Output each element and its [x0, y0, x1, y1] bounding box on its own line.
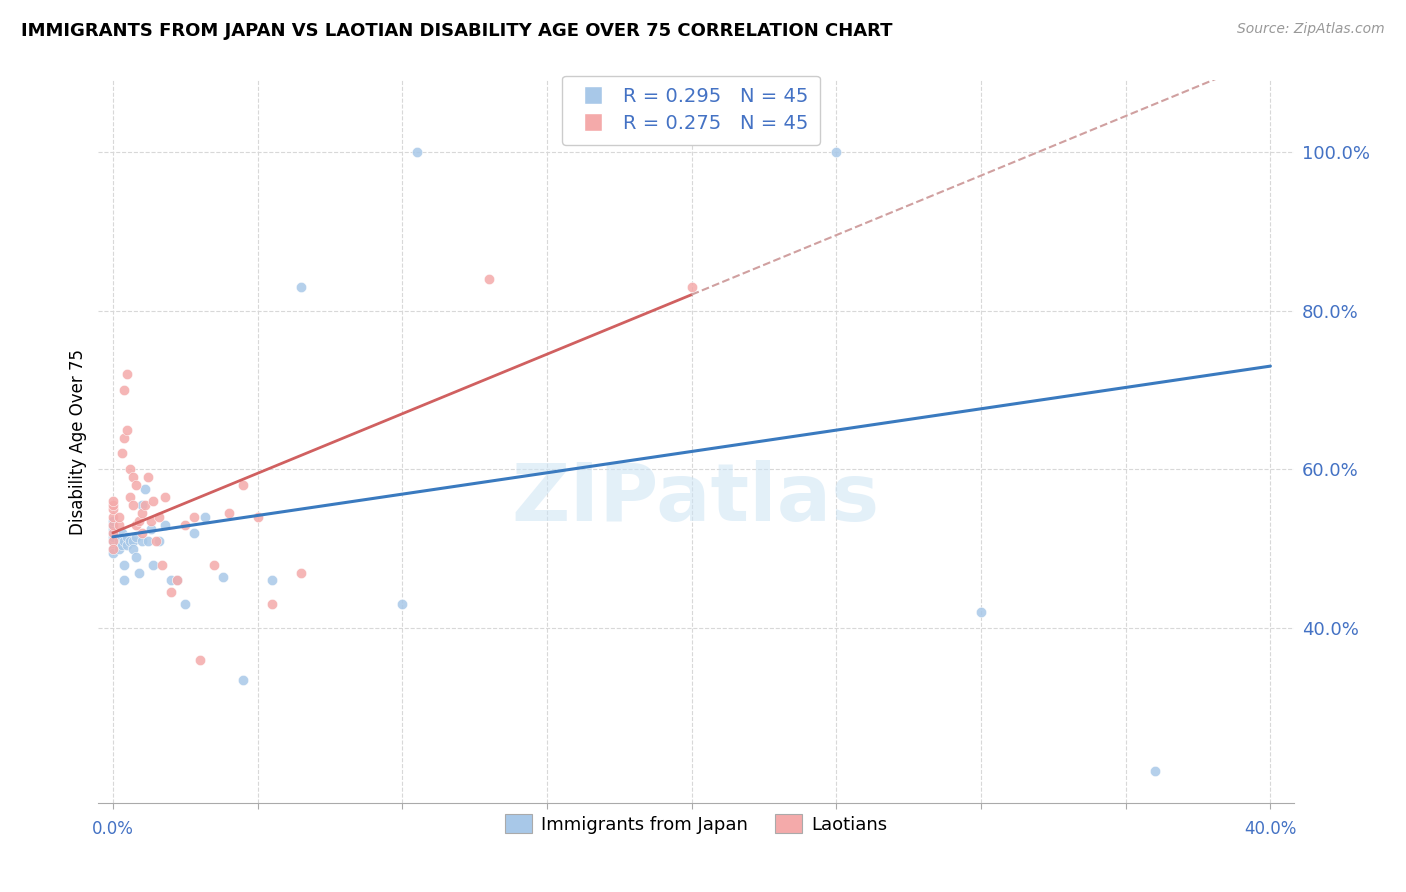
Point [232, 478, 254, 492]
Point [122, 498, 145, 512]
Point [134, 498, 156, 512]
Point [202, 558, 225, 572]
Point [153, 517, 176, 532]
Point [188, 653, 211, 667]
Point [139, 514, 162, 528]
Point [166, 574, 188, 588]
Point [125, 530, 148, 544]
Point [101, 502, 124, 516]
Point [159, 585, 181, 599]
Point [290, 566, 312, 580]
Text: 40.0%: 40.0% [1244, 821, 1296, 838]
Point [101, 546, 124, 560]
Point [131, 525, 153, 540]
Point [101, 498, 124, 512]
Point [122, 541, 145, 556]
Point [260, 574, 283, 588]
Point [391, 597, 413, 611]
Point [101, 525, 124, 540]
Point [101, 533, 124, 548]
Point [128, 514, 150, 528]
Legend: Immigrants from Japan, Laotians: Immigrants from Japan, Laotians [498, 807, 894, 841]
Point [1143, 764, 1166, 778]
Point [145, 533, 167, 548]
Point [117, 423, 139, 437]
Point [260, 597, 283, 611]
Point [174, 597, 197, 611]
Point [174, 517, 197, 532]
Point [125, 549, 148, 564]
Point [117, 367, 139, 381]
Point [101, 517, 124, 532]
Point [120, 533, 142, 548]
Point [128, 566, 150, 580]
Point [101, 514, 124, 528]
Y-axis label: Disability Age Over 75: Disability Age Over 75 [69, 349, 87, 534]
Point [114, 431, 136, 445]
Text: 0.0%: 0.0% [91, 821, 134, 838]
Point [183, 525, 205, 540]
Point [148, 510, 170, 524]
Point [101, 510, 124, 524]
Point [131, 498, 153, 512]
Point [142, 558, 165, 572]
Point [114, 558, 136, 572]
Point [194, 510, 217, 524]
Text: Source: ZipAtlas.com: Source: ZipAtlas.com [1237, 22, 1385, 37]
Point [114, 533, 136, 548]
Point [110, 525, 132, 540]
Point [117, 530, 139, 544]
Point [114, 383, 136, 397]
Point [159, 574, 181, 588]
Point [107, 533, 129, 548]
Point [110, 538, 132, 552]
Point [125, 517, 148, 532]
Text: ZIPatlas: ZIPatlas [512, 460, 880, 539]
Point [101, 541, 124, 556]
Point [232, 673, 254, 687]
Point [825, 145, 848, 159]
Point [101, 533, 124, 548]
Point [101, 494, 124, 508]
Point [136, 533, 159, 548]
Point [139, 522, 162, 536]
Text: IMMIGRANTS FROM JAPAN VS LAOTIAN DISABILITY AGE OVER 75 CORRELATION CHART: IMMIGRANTS FROM JAPAN VS LAOTIAN DISABIL… [21, 22, 893, 40]
Point [131, 506, 153, 520]
Point [107, 510, 129, 524]
Point [101, 525, 124, 540]
Point [122, 470, 145, 484]
Point [148, 533, 170, 548]
Point [211, 569, 233, 583]
Point [110, 446, 132, 460]
Point [101, 522, 124, 536]
Point [101, 541, 124, 556]
Point [150, 558, 173, 572]
Point [120, 490, 142, 504]
Point [218, 506, 240, 520]
Point [970, 605, 993, 619]
Point [681, 279, 703, 293]
Point [117, 538, 139, 552]
Point [183, 510, 205, 524]
Point [290, 279, 312, 293]
Point [114, 574, 136, 588]
Point [142, 494, 165, 508]
Point [120, 462, 142, 476]
Point [478, 272, 501, 286]
Point [101, 530, 124, 544]
Point [166, 574, 188, 588]
Point [136, 470, 159, 484]
Point [131, 533, 153, 548]
Point [405, 145, 427, 159]
Point [107, 517, 129, 532]
Point [107, 541, 129, 556]
Point [101, 517, 124, 532]
Point [122, 533, 145, 548]
Point [246, 510, 269, 524]
Point [134, 482, 156, 496]
Point [153, 490, 176, 504]
Point [125, 478, 148, 492]
